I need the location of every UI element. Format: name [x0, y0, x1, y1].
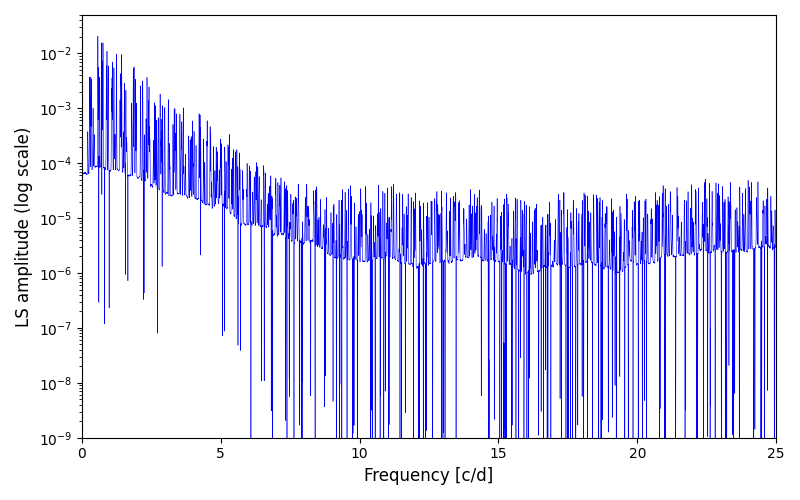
- Y-axis label: LS amplitude (log scale): LS amplitude (log scale): [15, 126, 33, 326]
- X-axis label: Frequency [c/d]: Frequency [c/d]: [364, 467, 494, 485]
